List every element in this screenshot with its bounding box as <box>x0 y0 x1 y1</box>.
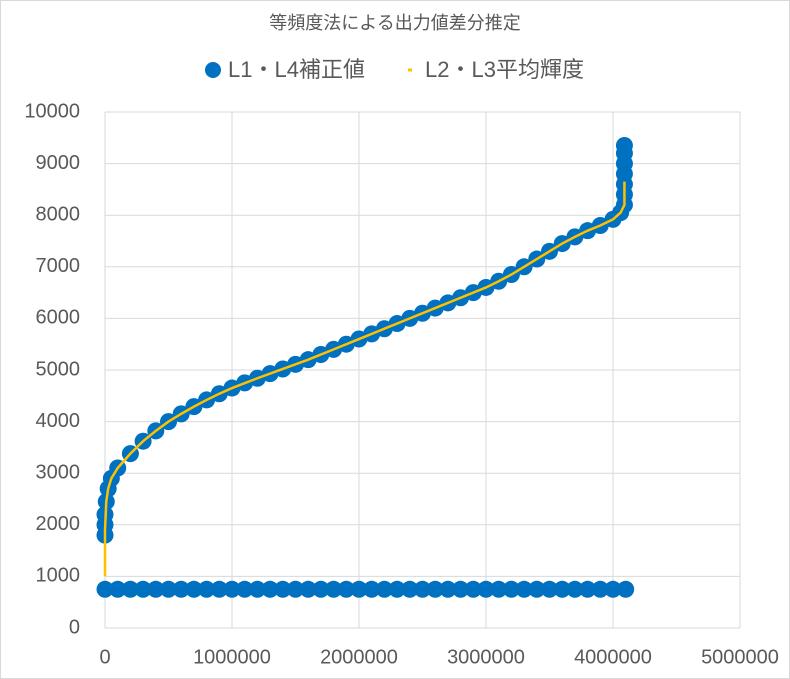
data-point <box>426 580 444 598</box>
data-point <box>566 580 584 598</box>
data-point <box>236 580 254 598</box>
data-point <box>515 580 533 598</box>
chart-title: 等頻度法による出力値差分推定 <box>269 13 520 33</box>
data-point <box>464 580 482 598</box>
y-tick-label: 3000 <box>36 461 81 483</box>
x-tick-label: 0 <box>99 646 110 668</box>
data-point <box>490 580 508 598</box>
data-point <box>210 580 228 598</box>
data-point <box>248 580 266 598</box>
data-point <box>274 580 292 598</box>
data-point <box>325 580 343 598</box>
data-point <box>363 580 381 598</box>
data-point <box>615 137 633 155</box>
x-tick-label: 2000000 <box>320 646 398 668</box>
data-point <box>185 580 203 598</box>
y-tick-label: 10000 <box>24 100 80 122</box>
data-point <box>477 580 495 598</box>
data-point <box>121 580 139 598</box>
data-point <box>160 580 177 598</box>
x-tick-label: 1000000 <box>193 646 271 668</box>
data-point <box>388 580 406 598</box>
data-point <box>337 580 355 598</box>
data-point <box>109 580 127 598</box>
data-point <box>147 580 165 598</box>
data-point <box>579 580 597 598</box>
y-tick-label: 5000 <box>36 358 81 380</box>
data-point <box>502 580 520 598</box>
data-point <box>452 580 470 598</box>
data-point <box>312 580 330 598</box>
data-point <box>414 580 431 598</box>
data-point <box>375 580 393 598</box>
y-tick-label: 6000 <box>36 307 81 329</box>
data-point <box>198 580 216 598</box>
data-point <box>541 580 558 598</box>
legend-label: L2・L3平均輝度 <box>425 57 584 82</box>
data-point <box>617 580 635 598</box>
data-point <box>96 580 114 598</box>
y-tick-label: 9000 <box>36 152 81 174</box>
y-tick-label: 0 <box>69 616 80 638</box>
data-point <box>553 580 571 598</box>
data-point <box>172 580 190 598</box>
data-point <box>287 580 304 598</box>
y-tick-label: 8000 <box>36 203 81 225</box>
data-point <box>401 580 419 598</box>
data-point <box>350 580 368 598</box>
y-tick-label: 2000 <box>36 513 81 535</box>
x-tick-label: 3000000 <box>447 646 525 668</box>
legend-label: L1・L4補正値 <box>228 57 365 82</box>
data-point <box>261 580 279 598</box>
data-point <box>439 580 457 598</box>
x-tick-label: 5000000 <box>701 646 779 668</box>
y-tick-label: 1000 <box>36 565 81 587</box>
y-tick-label: 7000 <box>36 255 81 277</box>
data-point <box>591 580 609 598</box>
legend-marker <box>205 62 221 78</box>
data-point <box>299 580 317 598</box>
x-tick-label: 4000000 <box>574 646 652 668</box>
data-point <box>223 580 241 598</box>
data-point <box>528 580 546 598</box>
data-point <box>134 580 152 598</box>
data-point <box>604 580 622 598</box>
series-line <box>103 181 626 577</box>
y-tick-label: 4000 <box>36 410 81 432</box>
